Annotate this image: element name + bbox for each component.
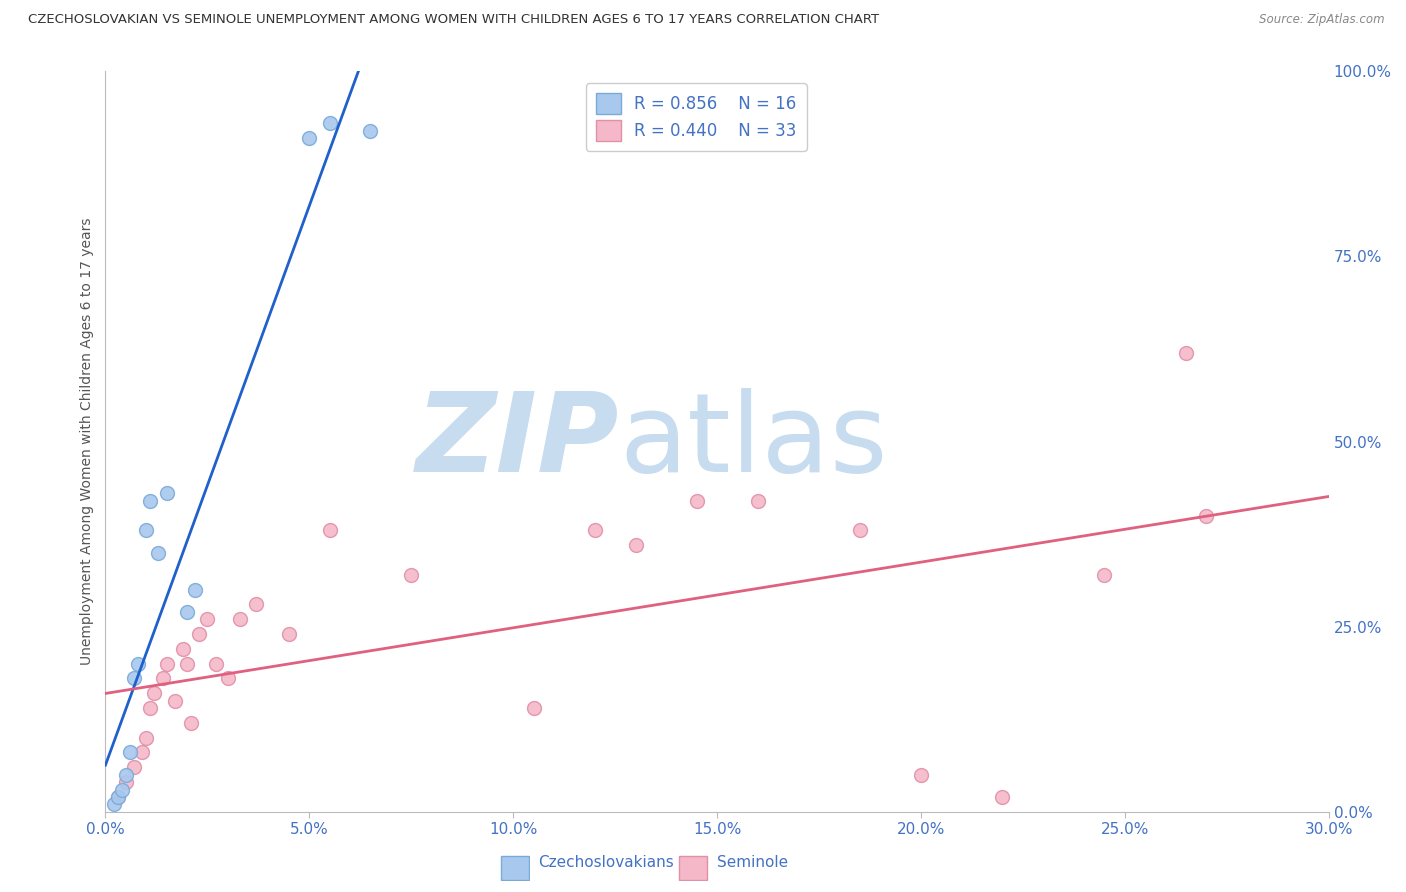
Point: [245, 598, 267, 612]
Point: [217, 672, 239, 686]
Point: [155, 486, 177, 500]
Point: [122, 760, 145, 774]
Point: [229, 612, 252, 626]
Point: [523, 701, 546, 715]
Point: [127, 657, 149, 671]
Point: [686, 493, 709, 508]
Point: [401, 567, 423, 582]
Point: [111, 782, 134, 797]
Point: [148, 546, 170, 560]
Point: [195, 612, 219, 626]
Point: [176, 605, 198, 619]
Point: [278, 627, 301, 641]
Text: CZECHOSLOVAKIAN VS SEMINOLE UNEMPLOYMENT AMONG WOMEN WITH CHILDREN AGES 6 TO 17 : CZECHOSLOVAKIAN VS SEMINOLE UNEMPLOYMENT…: [28, 13, 879, 27]
Point: [318, 116, 342, 130]
Point: [176, 657, 198, 671]
Point: [115, 775, 138, 789]
Point: [184, 582, 207, 597]
Point: [115, 767, 138, 781]
FancyBboxPatch shape: [501, 856, 529, 880]
Point: [360, 123, 382, 137]
Point: [118, 746, 141, 760]
Text: Czechoslovakians: Czechoslovakians: [538, 855, 675, 870]
Point: [139, 701, 162, 715]
Point: [107, 789, 129, 804]
Point: [204, 657, 226, 671]
Point: [155, 657, 177, 671]
Legend: R = 0.856    N = 16, R = 0.440    N = 33: R = 0.856 N = 16, R = 0.440 N = 33: [586, 83, 807, 151]
Point: [1195, 508, 1218, 523]
Point: [747, 493, 769, 508]
Point: [103, 797, 125, 812]
Point: [135, 731, 157, 745]
Point: [318, 524, 342, 538]
Point: [107, 789, 129, 804]
Point: [583, 524, 606, 538]
Point: [624, 538, 647, 552]
Point: [122, 672, 145, 686]
Text: ZIP: ZIP: [416, 388, 619, 495]
Point: [188, 627, 211, 641]
Point: [172, 641, 194, 656]
Point: [1092, 567, 1115, 582]
Point: [991, 789, 1014, 804]
Point: [131, 746, 153, 760]
Point: [152, 672, 174, 686]
Point: [135, 524, 157, 538]
Point: [1174, 345, 1197, 359]
Text: Source: ZipAtlas.com: Source: ZipAtlas.com: [1260, 13, 1385, 27]
Point: [848, 524, 870, 538]
Text: atlas: atlas: [619, 388, 887, 495]
FancyBboxPatch shape: [679, 856, 707, 880]
Text: Seminole: Seminole: [717, 855, 789, 870]
Point: [163, 694, 186, 708]
Point: [139, 493, 162, 508]
Point: [910, 767, 932, 781]
Point: [180, 715, 202, 730]
Y-axis label: Unemployment Among Women with Children Ages 6 to 17 years: Unemployment Among Women with Children A…: [80, 218, 94, 665]
Point: [298, 131, 321, 145]
Point: [143, 686, 166, 700]
